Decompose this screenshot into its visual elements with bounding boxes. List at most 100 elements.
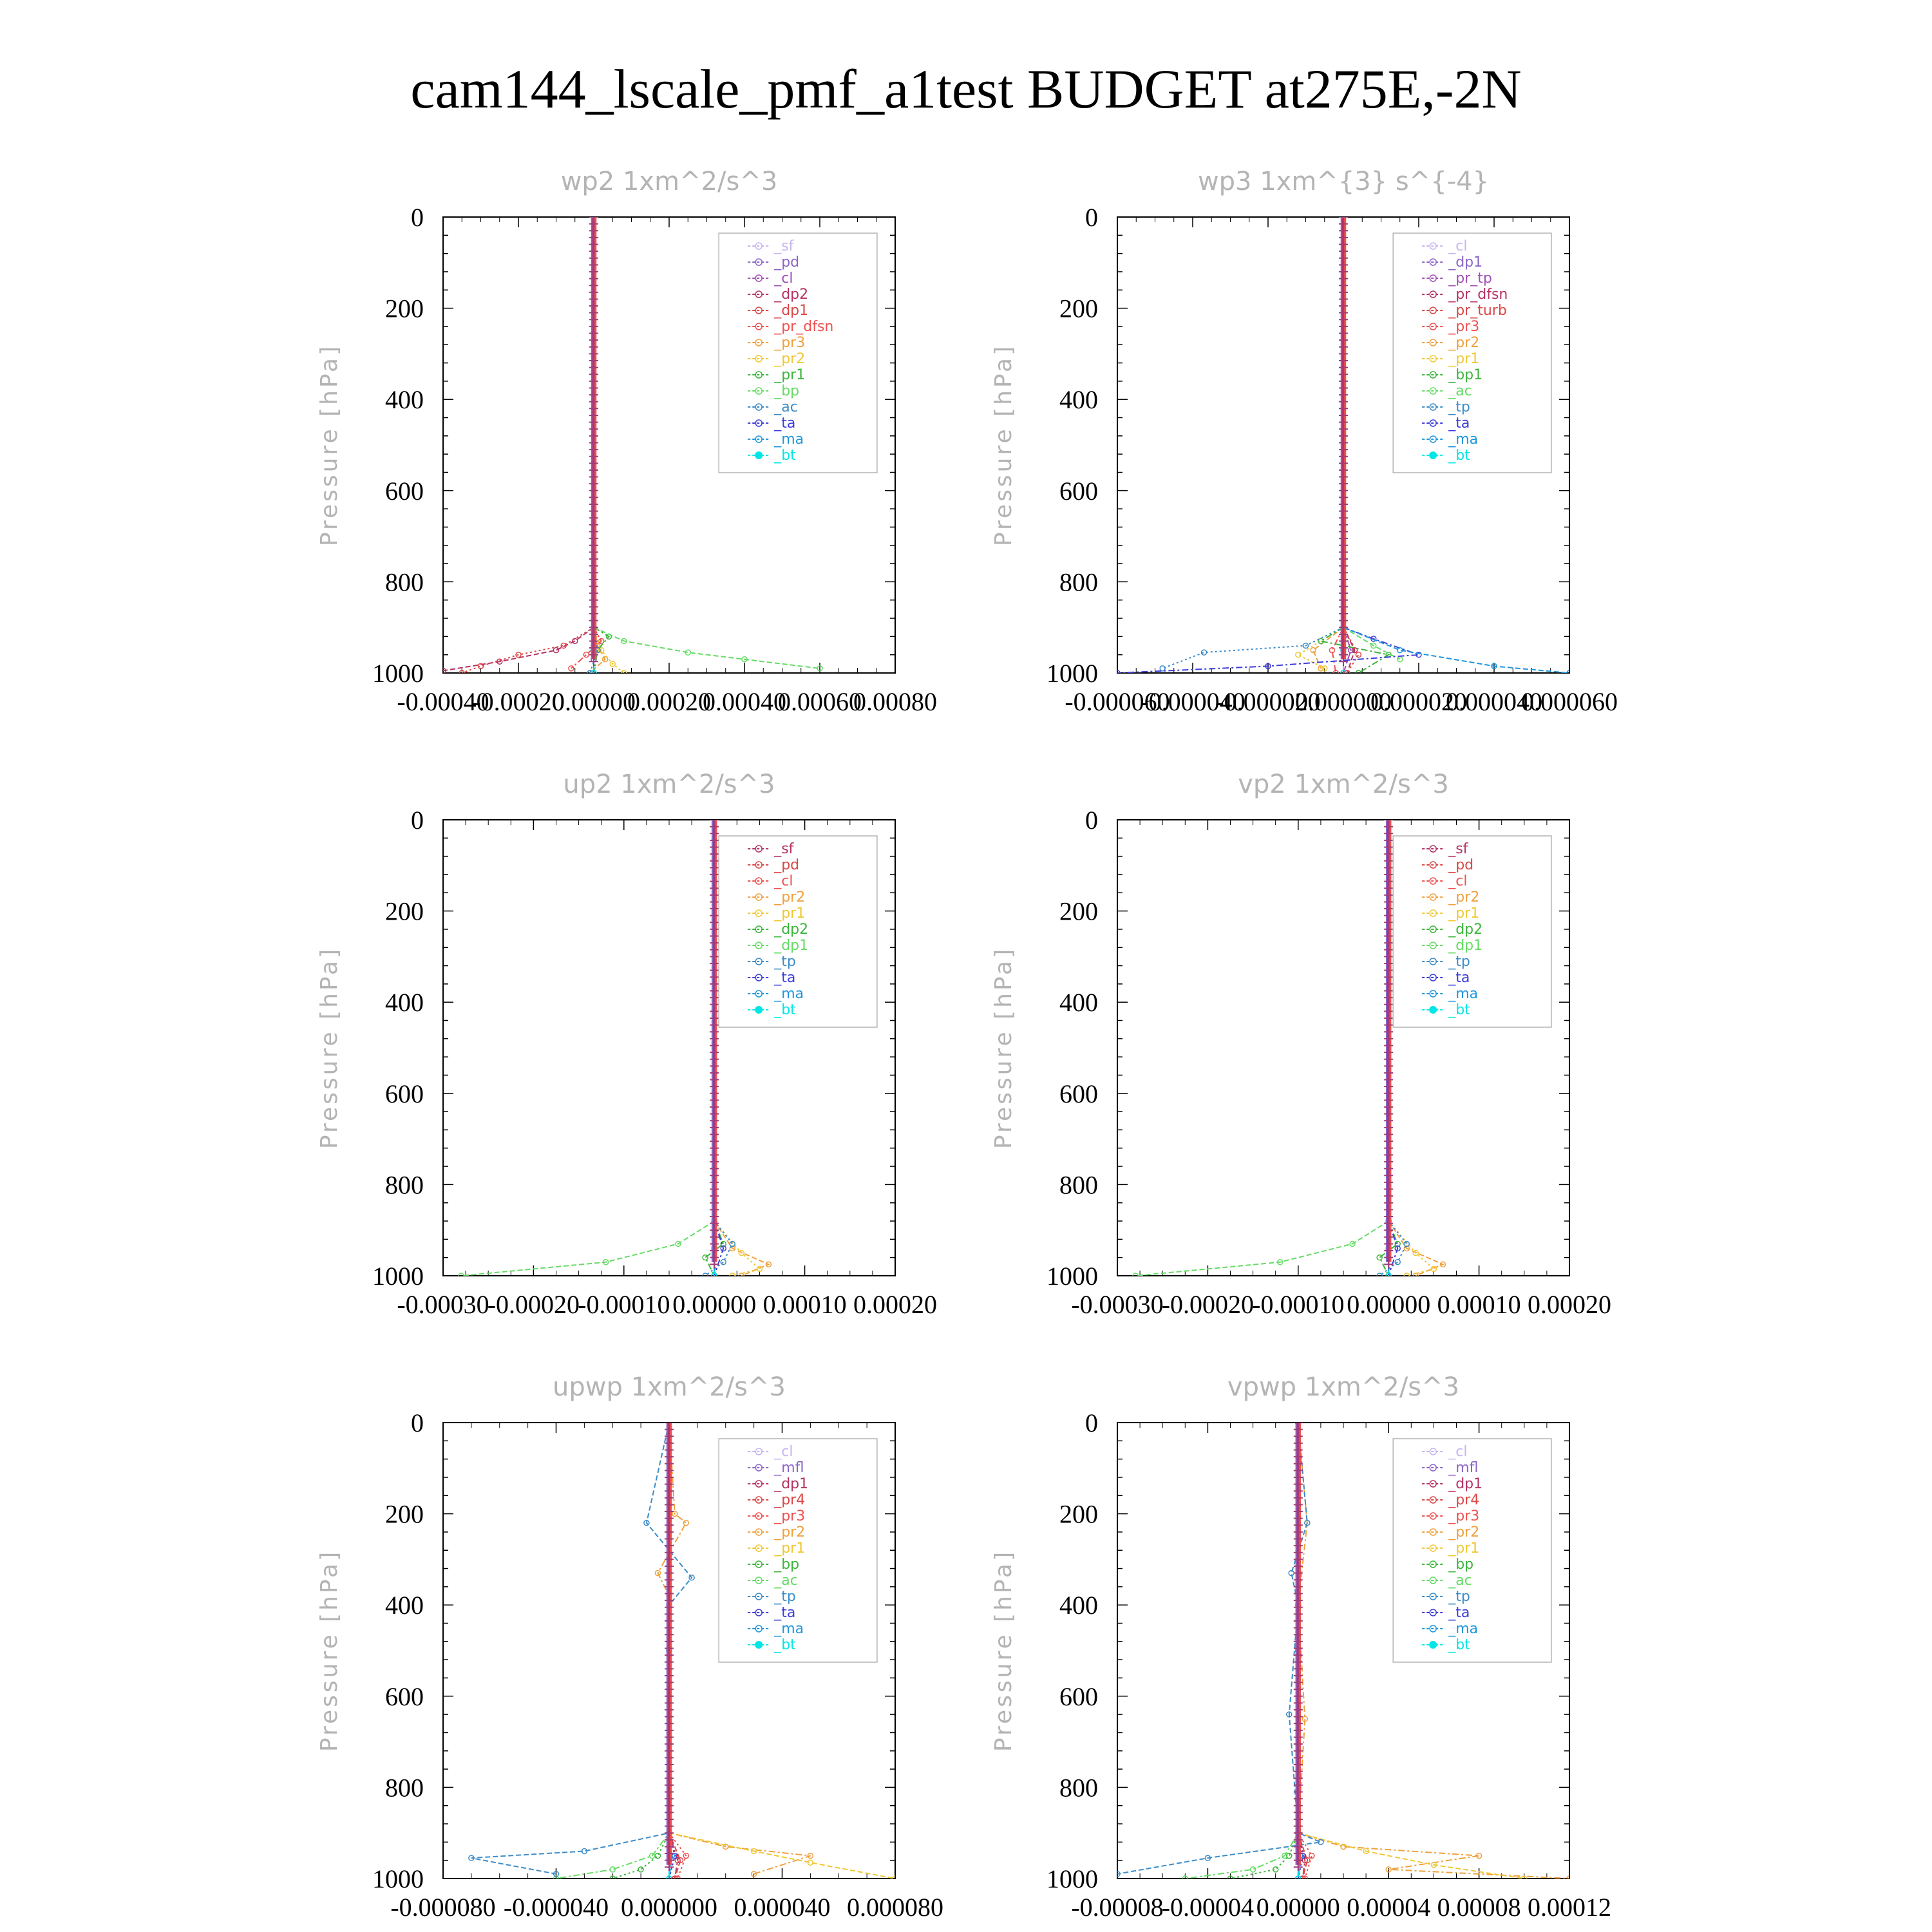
zero-profile-marker <box>1339 644 1348 652</box>
zero-profile-marker <box>589 486 598 495</box>
series-group <box>1117 1423 1569 1879</box>
zero-profile-marker <box>1339 466 1348 474</box>
zero-profile-marker <box>1384 1089 1394 1097</box>
legend-marker <box>1429 974 1437 981</box>
y-tick-label: 1000 <box>1046 1262 1098 1291</box>
zero-profile-marker <box>665 1644 674 1653</box>
zero-profile-marker <box>1339 397 1348 406</box>
zero-profile-marker <box>1339 569 1348 577</box>
zero-profile-marker <box>1384 1000 1394 1009</box>
panel-title: up2 1xm^2/s^3 <box>563 770 775 799</box>
y-tick-label: 600 <box>1059 477 1098 506</box>
zero-profile-marker <box>1293 1466 1303 1475</box>
zero-profile-marker <box>1293 1754 1303 1762</box>
legend-marker <box>755 1480 762 1488</box>
zero-profile-marker <box>710 891 719 899</box>
zero-profile-marker <box>589 316 598 324</box>
legend-label: _dp1 <box>773 303 808 319</box>
zero-profile-marker <box>589 459 598 468</box>
legend-label: _tp <box>1448 954 1470 970</box>
chart-panel-5: upwp 1xm^2/s^3 Pressure [hPa] 0 200 400 600 80… <box>316 1372 943 1922</box>
series-marker <box>1265 663 1271 670</box>
series-line-ac <box>589 627 598 673</box>
zero-profile-marker <box>1384 891 1394 899</box>
zero-profile-marker <box>710 1062 719 1070</box>
legend-marker <box>755 845 762 853</box>
zero-profile-marker <box>710 1240 719 1248</box>
series-marker <box>1397 647 1403 654</box>
zero-profile-marker <box>710 945 719 954</box>
series-marker <box>1394 1259 1401 1265</box>
series-marker <box>1355 670 1362 673</box>
zero-profile-marker <box>1339 316 1348 324</box>
series-line-ac <box>556 1423 670 1879</box>
zero-profile-marker <box>1339 288 1348 296</box>
zero-profile-marker <box>589 431 598 440</box>
series-marker <box>683 1520 690 1526</box>
zero-profile-marker <box>665 1795 674 1803</box>
zero-profile-marker <box>589 370 598 379</box>
y-tick-label: 600 <box>385 1682 424 1711</box>
series-marker <box>1385 1273 1392 1276</box>
series-group <box>1117 217 1569 673</box>
zero-profile-marker <box>1293 1829 1303 1837</box>
legend-label: _pr2 <box>1448 889 1479 905</box>
zero-profile-marker <box>710 1151 719 1159</box>
legend-marker <box>1429 274 1437 282</box>
x-tick-label: -0.00010 <box>578 1290 670 1319</box>
zero-profile-marker <box>665 1624 674 1632</box>
legend-label: _bp <box>1448 1557 1473 1573</box>
zero-profile-marker <box>1384 1014 1394 1022</box>
y-tick-label: 0 <box>1085 203 1098 232</box>
zero-profile-marker <box>665 1582 674 1591</box>
legend-label: _dp1 <box>773 938 808 954</box>
series-marker <box>1318 1839 1324 1846</box>
legend-label: _bt <box>1448 448 1470 464</box>
zero-profile-marker <box>1384 1212 1394 1220</box>
legend-label: _bt <box>773 1002 796 1018</box>
series-line-pr3 <box>1331 627 1344 673</box>
legend-marker <box>755 242 762 250</box>
zero-profile-marker <box>1339 308 1348 317</box>
series-marker <box>621 670 627 673</box>
x-tick-label: 0.00020 <box>853 1290 937 1319</box>
y-tick-label: 1000 <box>372 1864 424 1893</box>
zero-profile-marker <box>1293 1508 1303 1516</box>
series-marker <box>1332 670 1340 673</box>
zero-profile-marker <box>1384 1206 1394 1214</box>
x-tick-label: 0.00000 <box>1256 1893 1340 1922</box>
series-marker <box>720 1240 726 1247</box>
zero-profile-marker <box>710 1171 719 1180</box>
zero-profile-marker <box>665 1576 674 1584</box>
zero-profile-marker <box>1293 1712 1303 1721</box>
legend-label: _pr3 <box>773 335 805 351</box>
zero-profile-marker <box>1339 227 1348 235</box>
legend-label: _ma <box>1448 986 1478 1002</box>
zero-profile-marker <box>589 446 598 454</box>
legend-marker <box>755 1448 762 1455</box>
legend-label: _dp1 <box>1448 1476 1482 1492</box>
zero-profile-marker <box>589 452 598 460</box>
legend-label: _mfl <box>773 1460 804 1476</box>
legend-marker <box>755 1006 763 1014</box>
zero-profile-marker <box>710 1117 719 1125</box>
series-marker <box>720 1259 726 1265</box>
zero-profile-marker <box>1339 302 1348 310</box>
zero-profile-marker <box>1339 439 1348 447</box>
zero-profile-marker <box>589 357 598 365</box>
zero-profile-marker <box>1339 459 1348 468</box>
y-tick-label: 200 <box>1059 1500 1098 1529</box>
x-tick-label: -0.000040 <box>504 1893 609 1922</box>
legend-label: _pr2 <box>1448 1524 1479 1540</box>
y-axis-label: Pressure [hPa] <box>316 344 343 546</box>
zero-profile-marker <box>589 507 598 515</box>
y-tick-label: 1000 <box>1046 659 1098 688</box>
legend-marker <box>1429 290 1437 298</box>
legend-marker <box>755 942 762 949</box>
zero-profile-marker <box>1339 404 1348 413</box>
zero-profile-marker <box>710 1164 719 1173</box>
legend-marker <box>1429 877 1437 885</box>
legend-label: _cl <box>773 1444 793 1460</box>
series-line-pr2 <box>593 627 625 673</box>
zero-profile-marker <box>665 1480 674 1488</box>
